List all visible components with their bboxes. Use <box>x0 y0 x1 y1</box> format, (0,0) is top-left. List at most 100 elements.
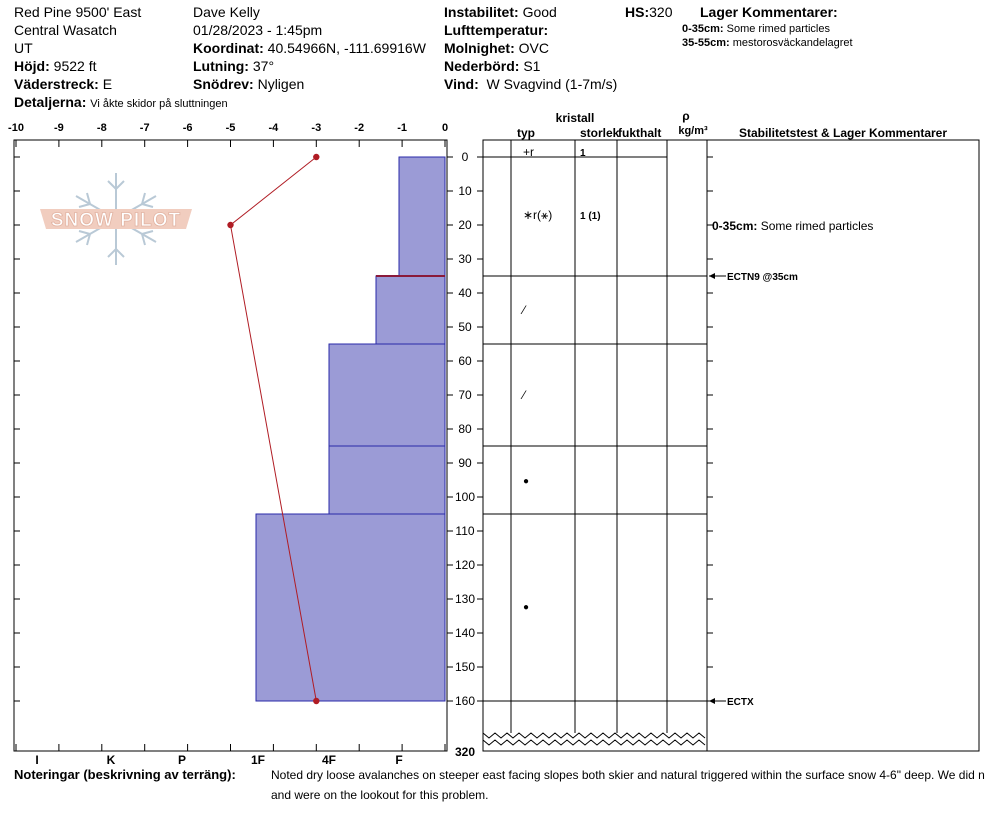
hs-label: HS: <box>625 4 650 20</box>
crystal-type: ● <box>523 476 529 487</box>
hs: HS:320 <box>625 3 672 21</box>
temperature-point <box>313 697 320 705</box>
region: Central Wasatch <box>14 22 117 38</box>
layer-comment-2: 35-55cm: mestorosväckandelagret <box>682 36 853 50</box>
layer-annotation: 0-35cm: Some rimed particles <box>712 219 873 233</box>
temp-tick-label: -8 <box>97 122 107 134</box>
depth-tick-label: 100 <box>455 490 475 504</box>
notes-label: Noteringar (beskrivning av terräng): <box>14 767 236 782</box>
depth-tick-label: 120 <box>455 558 475 572</box>
stability-test-label: ECTX <box>727 697 754 708</box>
datetime: 01/28/2023 - 1:45pm <box>193 22 323 38</box>
details-value: Vi åkte skidor på sluttningen <box>90 98 228 110</box>
depth-tick-label: 20 <box>458 218 472 232</box>
crystal-size: 1 (1) <box>580 211 601 222</box>
snow-layer <box>398 156 446 277</box>
hardness-axis: I K P 1F 4F F <box>35 753 402 767</box>
wind-loading-label: Snödrev: <box>193 76 254 92</box>
profile-frame <box>13 139 448 752</box>
hardness-tick-label: F <box>395 753 402 767</box>
air-temp: Lufttemperatur: <box>444 21 548 39</box>
temp-tick-label: -2 <box>354 122 364 134</box>
hardness-tick-label: 1F <box>251 753 265 767</box>
depth-tick-label: 110 <box>455 524 474 538</box>
temp-tick-label: -4 <box>269 122 280 134</box>
sky-label: Molnighet: <box>444 40 515 56</box>
layer-comments-title: Lager Kommentarer: <box>700 3 838 21</box>
depth-tick-label: 150 <box>455 660 475 674</box>
depth-tick-label: 0 <box>462 150 469 164</box>
slope-value: 37° <box>252 58 275 74</box>
depth-tick-label: 70 <box>458 388 472 402</box>
stability-value: Good <box>522 4 557 20</box>
layer-comment-1-range: 0-35cm: <box>682 23 724 35</box>
elevation-label: Höjd: <box>14 58 50 74</box>
temp-tick-label: -10 <box>8 122 24 134</box>
snow-layer <box>328 343 446 447</box>
crystal-type: +r <box>523 145 534 159</box>
aspect-label: Väderstreck: <box>14 76 99 92</box>
slope-label: Lutning: <box>193 58 249 74</box>
slope: Lutning: 37° <box>193 57 274 75</box>
depth-bottom-label: 320 <box>455 745 475 759</box>
sky-value: OVC <box>518 40 549 56</box>
depth-axis: 0 10 20 30 40 50 60 70 80 90 100 110 120 130 140 150 160… <box>14 150 713 759</box>
depth-tick-label: 40 <box>458 286 472 300</box>
precip-label: Nederbörd: <box>444 58 520 74</box>
crystal-rows: +r 1 ∗r(⚹) 1 (1) ⁄ ⁄ ● ● <box>520 145 601 613</box>
snow-layer <box>328 445 446 515</box>
wind-loading: Snödrev: Nyligen <box>193 75 304 93</box>
coord-value: 40.54966N, -111.69916W <box>267 40 426 56</box>
depth-tick-label: 10 <box>458 184 472 198</box>
notes-line-1: Noted dry loose avalanches on steeper ea… <box>271 768 985 782</box>
layer-comment-1-text: Some rimed particles <box>726 23 830 35</box>
depth-tick-label: 50 <box>458 320 472 334</box>
hardness-tick-label: K <box>107 753 116 767</box>
snow-layer <box>255 513 446 702</box>
depth-tick-label: 30 <box>458 252 472 266</box>
temp-tick-label: -5 <box>226 122 236 134</box>
crystal-type: ● <box>523 602 529 613</box>
temperature-point <box>227 221 234 229</box>
details-label: Detaljerna: <box>14 94 87 110</box>
layer-comment-2-text: mestorosväckandelagret <box>732 37 853 49</box>
precipitation: Nederbörd: S1 <box>444 57 540 75</box>
col-density-unit: kg/m³ <box>678 125 708 137</box>
stability: Instabilitet: Good <box>444 3 557 21</box>
depth-tick-label: 80 <box>458 422 472 436</box>
air-temp-label: Lufttemperatur: <box>444 22 549 38</box>
annotation-text: Some rimed particles <box>761 219 874 233</box>
annotation-range: 0-35cm: <box>712 219 761 233</box>
temperature-axis: -10 -9 -8 -7 -6 -5 -4 -3 -2 -1 0 <box>8 122 448 751</box>
elevation-value: 9522 ft <box>53 58 97 74</box>
coord-label: Koordinat: <box>193 40 264 56</box>
sky: Molnighet: OVC <box>444 39 549 57</box>
col-stability-comments: Stabilitetstest & Lager Kommentarer <box>739 126 947 140</box>
crystal-table <box>482 139 980 752</box>
crystal-type: ⁄ <box>520 303 527 317</box>
col-size: storlek <box>580 126 620 140</box>
hardness-tick-label: P <box>178 753 186 767</box>
temp-tick-label: -9 <box>54 122 64 134</box>
temp-tick-label: -3 <box>311 122 321 134</box>
crystal-type: ⁄ <box>520 388 527 402</box>
col-type: typ <box>517 126 535 140</box>
layer-comments-title-text: Lager Kommentarer: <box>700 4 838 20</box>
wind: Vind: W Svagvind (1-7m/s) <box>444 75 617 93</box>
state: UT <box>14 40 33 56</box>
crystal-size: 1 <box>580 148 586 159</box>
hs-value: 320 <box>649 4 673 20</box>
temp-tick-label: -7 <box>140 122 150 134</box>
aspect: Väderstreck: E <box>14 75 112 93</box>
crystal-type: ∗r(⚹) <box>523 208 552 222</box>
temp-tick-label: -1 <box>397 122 407 134</box>
depth-tick-label: 90 <box>458 456 472 470</box>
col-crystal: kristall <box>556 111 595 125</box>
aspect-value: E <box>102 76 113 92</box>
coordinates: Koordinat: 40.54966N, -111.69916W <box>193 39 426 57</box>
location-name: Red Pine 9500' East <box>14 4 142 20</box>
stability-test-label: ECTN9 @35cm <box>727 272 798 283</box>
stability-label: Instabilitet: <box>444 4 519 20</box>
temperature-point <box>313 153 320 161</box>
